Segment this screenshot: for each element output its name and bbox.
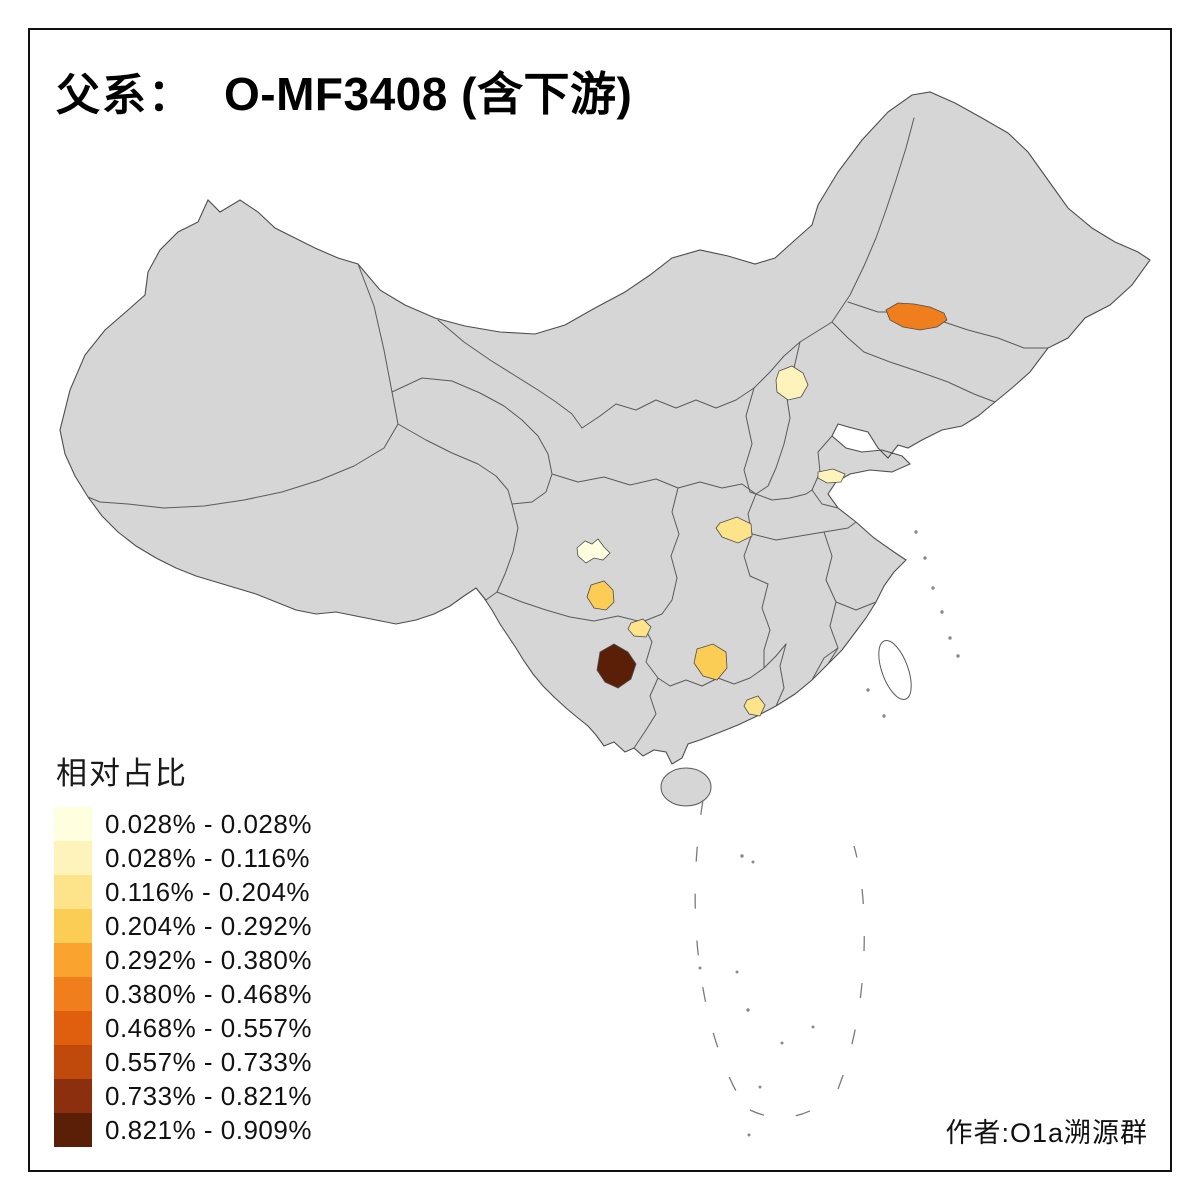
province-boundary [87, 263, 399, 509]
island-speck [735, 970, 739, 974]
legend-label: 0.116% - 0.204% [105, 876, 311, 907]
attribution: 作者:O1a溯源群 [945, 1118, 1148, 1148]
legend-row: 0.557% - 0.733% [54, 1045, 312, 1079]
title-haplogroup: O-MF3408 (含下游) [224, 68, 633, 120]
island-speck [931, 586, 935, 590]
region-yunnan-northeast [596, 643, 637, 689]
taiwan-island [878, 640, 912, 700]
province-boundary [743, 387, 757, 495]
legend-label: 0.380% - 0.468% [105, 978, 312, 1009]
province-boundary [831, 117, 915, 323]
province-boundary [811, 435, 839, 509]
legend-row: 0.821% - 0.909% [54, 1113, 312, 1147]
sea-dash-segment [749, 1096, 832, 1119]
province-boundary [835, 601, 877, 611]
legend-label: 0.557% - 0.733% [105, 1046, 312, 1077]
province-boundary [581, 321, 833, 429]
mainland-group [59, 91, 1151, 807]
legend-swatch [54, 875, 92, 909]
province-boundary [397, 423, 513, 505]
legend-swatch [54, 909, 92, 943]
legend-swatch [54, 1113, 92, 1147]
province-boundary [496, 577, 678, 623]
legend-swatch [54, 1011, 92, 1045]
island-speck [956, 654, 960, 658]
province-boundary [775, 643, 787, 707]
island-speck [758, 1085, 762, 1089]
title-prefix: 父系： [56, 71, 194, 120]
island-speck [882, 714, 886, 718]
province-boundary [749, 575, 771, 669]
province-boundary [811, 647, 839, 681]
offshore-islands [698, 530, 960, 1137]
page-title: 父系： O-MF3408 (含下游) [56, 58, 632, 124]
island-speck [923, 556, 927, 560]
island-speck [811, 1025, 815, 1029]
island-speck [866, 688, 870, 692]
legend-label: 0.468% - 0.557% [105, 1012, 312, 1043]
legend-row: 0.204% - 0.292% [54, 909, 312, 943]
legend-swatch [54, 841, 92, 875]
legend-row: 0.380% - 0.468% [54, 977, 312, 1011]
region-guangdong-north [743, 695, 766, 717]
province-boundary [551, 473, 757, 495]
region-northeast-jilin [885, 302, 948, 331]
province-boundary [751, 521, 857, 541]
legend-row: 0.028% - 0.028% [54, 807, 312, 841]
island-speck [780, 1041, 784, 1045]
legend-row: 0.116% - 0.204% [54, 875, 312, 909]
legend-swatch [54, 1079, 92, 1113]
island-speck [747, 1133, 751, 1137]
legend-label: 0.821% - 0.909% [105, 1114, 312, 1145]
island-speck [740, 854, 744, 858]
highlighted-regions [576, 302, 948, 717]
legend-swatch [54, 1045, 92, 1079]
region-shandong-henan-border [817, 468, 846, 484]
region-sichuan-south [586, 580, 615, 611]
region-north-hebei [775, 365, 809, 401]
legend-label: 0.028% - 0.028% [105, 808, 312, 839]
province-boundary [847, 301, 1049, 349]
sea-dash-segment [694, 799, 744, 1104]
island-speck [698, 966, 702, 970]
legend-swatch [54, 977, 92, 1011]
island-speck [746, 1008, 750, 1012]
legend-row: 0.468% - 0.557% [54, 1011, 312, 1045]
legend-swatch [54, 807, 92, 841]
legend-row: 0.028% - 0.116% [54, 841, 312, 875]
province-boundary [475, 503, 519, 601]
region-central-hubei [715, 516, 753, 544]
province-boundaries [87, 117, 1049, 749]
province-boundary [391, 377, 553, 505]
legend: 相对占比 0.028% - 0.028% 0.028% - 0.116% 0.1… [54, 748, 312, 1147]
legend-label: 0.028% - 0.116% [105, 842, 311, 873]
legend-label: 0.292% - 0.380% [105, 944, 312, 975]
legend-label: 0.204% - 0.292% [105, 910, 312, 941]
province-boundary [437, 319, 583, 429]
legend-row: 0.733% - 0.821% [54, 1079, 312, 1113]
region-sichuan-west [576, 538, 611, 564]
hainan-island [660, 767, 712, 807]
region-guizhou [627, 618, 652, 638]
island-speck [940, 610, 944, 614]
legend-rows: 0.028% - 0.028% 0.028% - 0.116% 0.116% -… [54, 807, 312, 1147]
province-boundary [670, 487, 680, 579]
province-boundary [831, 321, 996, 403]
province-boundary [755, 489, 813, 501]
south-china-sea-dash-line [694, 799, 865, 1119]
province-boundary [633, 677, 659, 749]
legend-label: 0.733% - 0.821% [105, 1080, 312, 1111]
legend-title: 相对占比 [56, 756, 188, 791]
island-speck [914, 530, 918, 534]
island-speck [751, 860, 755, 864]
sea-dash-segment [837, 845, 865, 1090]
legend-swatch [54, 943, 92, 977]
island-speck [948, 636, 952, 640]
legend-row: 0.292% - 0.380% [54, 943, 312, 977]
region-hunan-southwest [693, 643, 728, 681]
